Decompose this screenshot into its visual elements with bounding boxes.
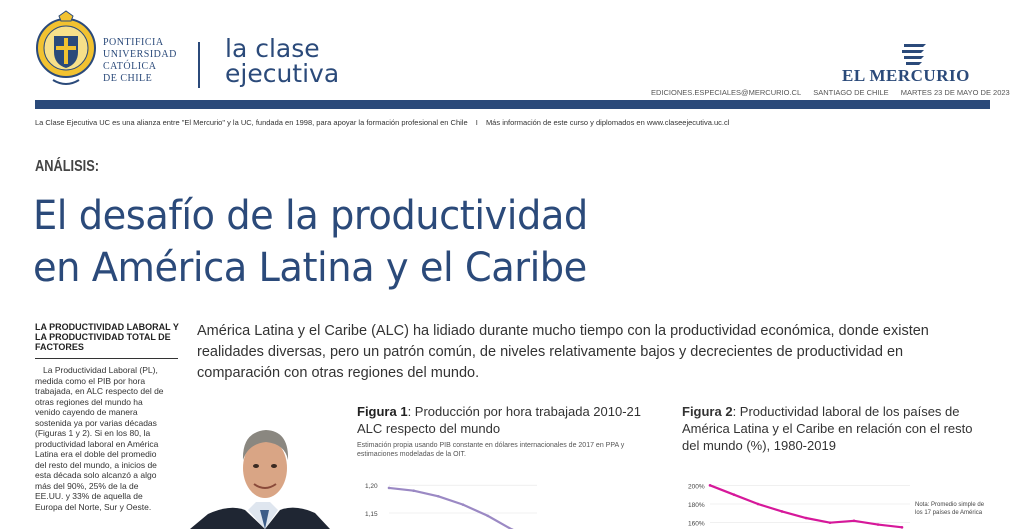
- figure-2-data-point: [900, 526, 904, 529]
- body-line: sostenida ya por varias décadas: [35, 417, 157, 428]
- body-line: otras regiones del mundo ha: [35, 396, 143, 407]
- figure-1-title-text: : Producción por hora trabajada 2010-21 …: [357, 404, 642, 436]
- body-line: Latina era el doble del promedio: [35, 449, 157, 459]
- figure-2-y-tick-label: 200%: [688, 483, 705, 490]
- edition-date: MARTES 23 DE MAYO DE 2023: [900, 88, 1010, 97]
- figure-2-data-point: [708, 484, 712, 487]
- newspaper-name: EL MERCURIO: [842, 66, 970, 85]
- university-line: CATÓLICA: [103, 61, 157, 72]
- university-line: DE CHILE: [103, 73, 153, 84]
- university-line: PONTIFICIA: [103, 37, 164, 48]
- figure-2-data-point: [780, 510, 784, 513]
- figure-1-chart: 1,201,151,10: [365, 483, 537, 529]
- body-line: EE.UU. y 33% de aquella de: [35, 491, 143, 501]
- figure-2-label: Figura 2: [682, 404, 733, 419]
- figure-2-data-point: [804, 516, 808, 520]
- title-line-2: en América Latina y el Caribe: [33, 245, 587, 291]
- tagline-left: La Clase Ejecutiva UC es una alianza ent…: [35, 118, 468, 127]
- edition-email: EDICIONES.ESPECIALES@MERCURIO.CL: [651, 88, 802, 97]
- body-line: trabajada, en ALC respecto del de: [35, 386, 164, 396]
- figure-1-data-point: [461, 503, 465, 506]
- figure-1-note: Estimación propia usando PIB constante e…: [357, 442, 625, 458]
- author-photo: [190, 430, 330, 529]
- tagline-separator: I: [475, 118, 478, 127]
- figure-2-note: Nota: Promedio simple de los 17 países d…: [915, 502, 985, 516]
- tagline: La Clase Ejecutiva UC es una alianza ent…: [35, 118, 729, 127]
- figure-1-data-point: [412, 489, 415, 493]
- figure-2-data-point: [732, 493, 736, 496]
- figure-1-title: Figura 1: Producción por hora trabajada …: [357, 403, 657, 437]
- figure-2-chart: 200% 180% 160%: [688, 483, 910, 529]
- figure-2-data-point: [828, 521, 832, 524]
- figure-2-y-tick-label: 160%: [688, 521, 705, 528]
- figure-1-data-point: [437, 494, 440, 498]
- brand-line-2: ejecutiva: [225, 59, 340, 88]
- figure-2-data-point: [852, 519, 856, 523]
- title-line-1: El desafío de la productividad: [33, 193, 588, 239]
- body-line: (Figuras 1 y 2). Si en los 80, la: [35, 428, 151, 438]
- figure-2-title: Figura 2: Productividad laboral de los p…: [682, 403, 987, 454]
- el-mercurio-emblem-icon: [902, 44, 926, 65]
- brand-logo-text: la clase ejecutiva: [225, 36, 339, 86]
- figure-1-label: Figura 1: [357, 404, 408, 419]
- university-name: PONTIFICIA UNIVERSIDAD CATÓLICA DE CHILE: [103, 37, 177, 85]
- header-divider: [198, 42, 200, 88]
- section-body: La Productividad Laboral (PL), medida co…: [35, 365, 165, 512]
- figure-1-data-point: [387, 486, 391, 490]
- article-title: El desafío de la productividad en Améric…: [33, 190, 588, 294]
- body-line: medida como el PIB por hora: [35, 375, 146, 386]
- figure-2-y-tick-label: 180%: [688, 502, 705, 509]
- section-rule: [35, 358, 178, 359]
- figure-2-title-text: : Productividad laboral de los países de…: [682, 404, 973, 453]
- body-line: venido cayendo de manera: [35, 407, 138, 417]
- figure-1-data-point: [486, 514, 489, 518]
- figure-1-y-tick-label: 1,20: [365, 483, 378, 490]
- edition-city: SANTIAGO DE CHILE: [813, 88, 889, 97]
- figure-1-series-line: [388, 486, 513, 529]
- figure-1-y-tick-label: 1,15: [365, 511, 378, 518]
- article-kicker: ANÁLISIS:: [35, 158, 99, 175]
- figure-2-series-line: [709, 484, 903, 529]
- body-line: La Productividad Laboral (PL),: [43, 365, 158, 375]
- body-line: del resto del mundo, a inicios de: [35, 459, 157, 470]
- brand-line-1: la clase: [225, 34, 320, 63]
- tagline-right: Más información de este curso y diplomad…: [485, 118, 730, 127]
- body-line: Europa del Norte, Sur y Oeste.: [35, 501, 152, 512]
- figure-2-data-point: [876, 523, 880, 526]
- university-crest-logo: [36, 10, 96, 85]
- figure-2-data-point: [756, 502, 760, 506]
- article-intro: América Latina y el Caribe (ALC) ha lidi…: [197, 323, 929, 381]
- university-line: UNIVERSIDAD: [103, 49, 177, 60]
- body-line: esta década solo alcanzó a algo: [35, 470, 157, 480]
- edition-meta: EDICIONES.ESPECIALES@MERCURIO.CL SANTIAG…: [651, 88, 1020, 97]
- header-rule: [35, 100, 990, 109]
- body-line: más del 90%, 25% de la de: [35, 480, 139, 491]
- body-line: productividad laboral en América: [35, 438, 159, 449]
- section-heading: LA PRODUCTIVIDAD LABORAL Y LA PRODUCTIVI…: [35, 322, 179, 352]
